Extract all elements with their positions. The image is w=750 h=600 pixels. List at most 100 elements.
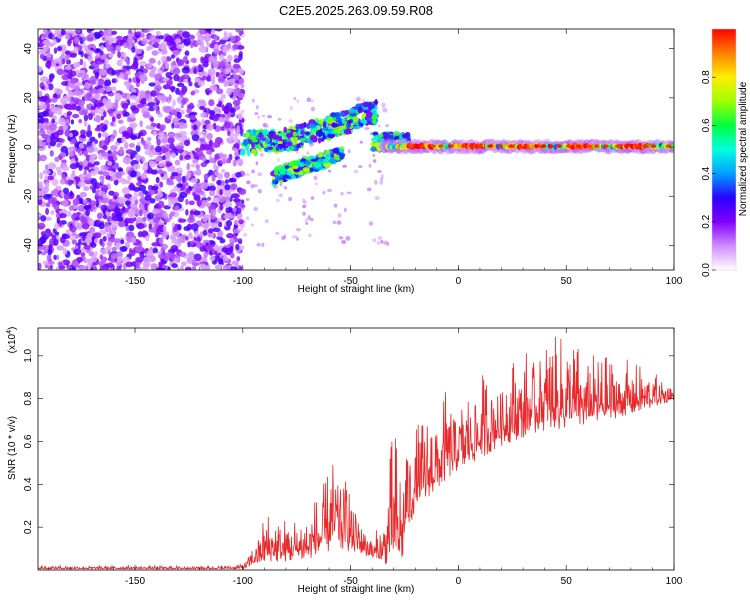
spectral-cell	[320, 138, 325, 142]
spectral-cell	[105, 57, 109, 65]
spectral-cell	[57, 117, 66, 125]
spectral-cell	[100, 126, 106, 133]
spectral-cell	[225, 79, 230, 87]
spectral-cell	[146, 63, 153, 69]
spectral-cell	[99, 68, 108, 76]
spectral-cell	[300, 130, 306, 135]
spectral-cell	[190, 42, 194, 49]
spectral-cell	[142, 139, 146, 146]
spectral-cell	[114, 69, 122, 74]
spectral-cell	[101, 132, 109, 138]
spectral-cell	[115, 260, 121, 267]
spectral-cell	[100, 184, 109, 192]
spectral-cell	[207, 228, 214, 234]
spectral-cell	[145, 125, 154, 130]
spectral-cell	[44, 181, 50, 189]
spectral-cell	[239, 129, 244, 134]
spectral-cell	[194, 196, 201, 201]
spectral-cell	[54, 156, 60, 162]
spectral-cell	[346, 119, 352, 124]
spectral-cell	[176, 59, 185, 67]
spectral-cell	[51, 118, 55, 124]
spectral-cell	[42, 169, 51, 175]
spectral-cell	[165, 35, 174, 43]
spectral-cell	[78, 265, 87, 270]
spectral-cell	[188, 81, 193, 87]
spectral-cell	[296, 99, 300, 104]
spectral-cell	[160, 243, 169, 250]
spectral-cell	[224, 184, 231, 191]
spectral-cell	[173, 73, 180, 82]
spectral-cell	[170, 245, 179, 252]
spectral-cell	[175, 145, 185, 150]
spectral-cell	[173, 239, 178, 245]
spectral-cell	[355, 96, 361, 102]
spectral-cell	[154, 156, 162, 162]
spectral-cell	[131, 46, 136, 53]
spectral-cell	[167, 136, 175, 144]
x-tick-label: 50	[561, 576, 573, 587]
spectral-cell	[56, 217, 60, 225]
spectral-cell	[104, 64, 110, 70]
x-tick-label: -100	[233, 576, 253, 587]
spectral-cell	[53, 238, 59, 246]
y-tick-label: 0.2	[23, 520, 34, 534]
spectral-cell	[121, 102, 129, 110]
spectral-cell	[63, 95, 72, 103]
spectral-cell	[49, 196, 58, 204]
spectral-cell	[48, 75, 54, 83]
spectral-cell	[141, 230, 147, 238]
spectral-cell	[131, 236, 137, 244]
spectral-cell	[144, 145, 148, 150]
spectral-cell	[62, 199, 69, 208]
spectral-cell	[100, 248, 109, 255]
spectral-cell	[38, 140, 44, 148]
spectral-cell	[69, 225, 77, 233]
spectral-cell	[44, 83, 49, 91]
spectral-cell	[152, 208, 160, 215]
spectral-cell	[293, 136, 299, 143]
spectral-cell	[105, 211, 111, 217]
spectral-cell	[47, 175, 55, 181]
spectral-cell	[44, 40, 51, 45]
spectral-cell	[96, 60, 103, 65]
spectral-cell	[100, 139, 105, 147]
colorbar-ticks: 0.0 0.2 0.4 0.6 0.8	[701, 70, 716, 277]
spectral-cell	[164, 151, 171, 158]
spectral-cell	[195, 168, 202, 176]
spectral-cell	[158, 131, 165, 137]
spectral-cell	[212, 115, 220, 122]
spectral-cell	[277, 140, 283, 145]
spectral-cell	[230, 183, 238, 191]
spectral-cell	[181, 74, 190, 80]
spectral-cell	[39, 154, 48, 162]
spectral-cell	[89, 136, 96, 142]
spectral-cell	[368, 221, 374, 226]
spectral-cell	[148, 57, 156, 64]
spectral-cell	[198, 45, 207, 53]
spectral-cell	[236, 256, 241, 262]
spectral-cell	[208, 157, 216, 164]
spectral-cell	[218, 61, 226, 69]
spectral-cell	[282, 174, 290, 179]
spectral-cell	[326, 117, 334, 125]
spectral-cell	[47, 249, 53, 256]
spectral-cell	[190, 163, 196, 168]
spectral-cell	[322, 158, 330, 164]
spectral-cell	[63, 124, 69, 130]
spectral-cell	[259, 152, 264, 158]
spectral-cell	[43, 186, 49, 193]
spectral-cell	[333, 127, 341, 134]
spectral-cell	[78, 136, 87, 143]
spectral-cell	[380, 239, 384, 244]
spectral-cell	[195, 39, 202, 46]
spectral-cell	[56, 245, 64, 251]
spectral-cell	[62, 248, 68, 255]
spectral-cell	[235, 29, 242, 33]
spectral-cell	[65, 210, 72, 217]
spectral-cell	[262, 128, 269, 136]
spectral-cell	[634, 144, 640, 148]
y-tick-label: 0	[23, 144, 34, 150]
spectral-cell	[59, 151, 67, 158]
